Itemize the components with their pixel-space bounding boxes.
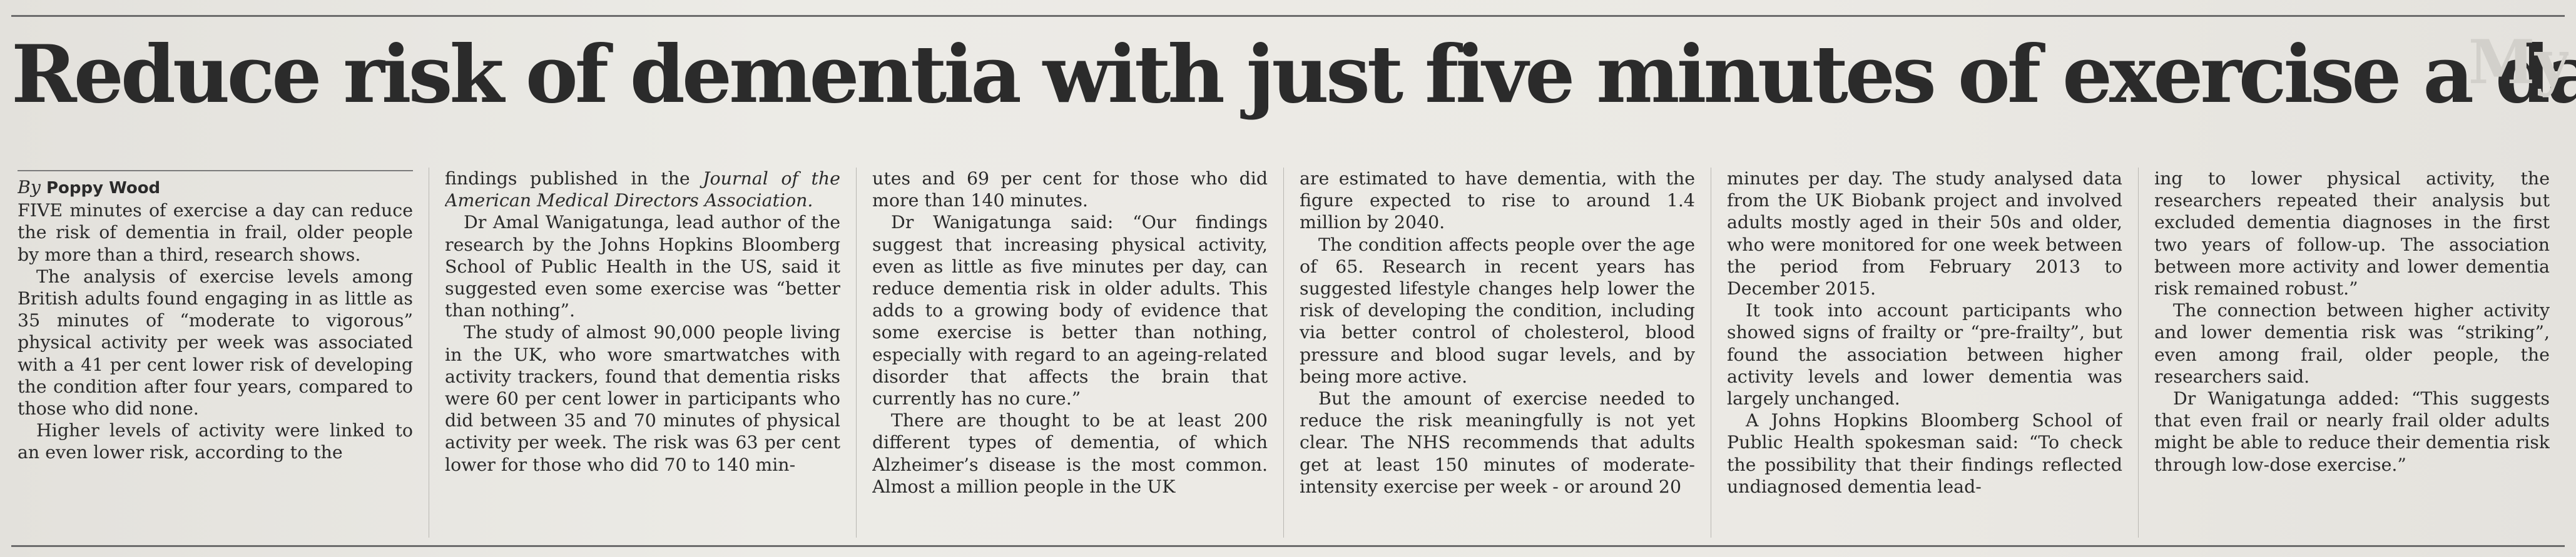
paragraph: findings published in the Journal of the… xyxy=(445,168,840,211)
top-rule xyxy=(11,15,2565,17)
paragraph: minutes per day. The study analysed data… xyxy=(1727,168,2122,299)
article-body: By Poppy Wood FIVE minutes of exercise a… xyxy=(18,168,2567,543)
paragraph: The analysis of exercise levels among Br… xyxy=(18,266,413,419)
byline-rule xyxy=(18,170,413,171)
paragraph: Dr Wanigatunga added: “This suggests tha… xyxy=(2154,388,2550,475)
column-1: By Poppy Wood FIVE minutes of exercise a… xyxy=(18,168,413,543)
paragraph: But the amount of exercise needed to red… xyxy=(1300,388,1695,497)
column-divider xyxy=(856,168,857,538)
article-headline: Reduce risk of dementia with just five m… xyxy=(11,28,2576,121)
paragraph: FIVE minutes of exercise a day can reduc… xyxy=(18,200,413,265)
paragraph: The study of almost 90,000 people living… xyxy=(445,322,840,475)
column-5: minutes per day. The study analysed data… xyxy=(1727,168,2122,543)
column-4: are estimated to have dementia, with the… xyxy=(1300,168,1695,543)
paragraph-text: findings published in the xyxy=(445,168,703,189)
paragraph: There are thought to be at least 200 dif… xyxy=(872,410,1268,497)
byline-author: Poppy Wood xyxy=(46,179,161,198)
paragraph: Higher levels of activity were linked to… xyxy=(18,420,413,463)
paragraph: ing to lower physical activity, the rese… xyxy=(2154,168,2550,299)
column-3: utes and 69 per cent for those who did m… xyxy=(872,168,1268,543)
adjacent-article-fragment: My xyxy=(2468,27,2568,98)
paragraph: The connection between higher activity a… xyxy=(2154,300,2550,387)
column-divider xyxy=(1283,168,1284,538)
paragraph: Dr Amal Wanigatunga, lead author of the … xyxy=(445,212,840,321)
bottom-rule xyxy=(11,545,2565,547)
paragraph: Dr Wanigatunga said: “Our findings sugge… xyxy=(872,212,1268,409)
byline: By Poppy Wood xyxy=(18,168,413,199)
column-6: ing to lower physical activity, the rese… xyxy=(2154,168,2550,543)
paragraph: The condition affects people over the ag… xyxy=(1300,234,1695,387)
column-divider xyxy=(2138,168,2139,538)
journal-name: Journal of the American Medical Director… xyxy=(445,168,840,211)
paragraph: utes and 69 per cent for those who did m… xyxy=(872,168,1268,211)
paragraph: It took into account participants who sh… xyxy=(1727,300,2122,409)
paragraph: A Johns Hopkins Bloomberg School of Publ… xyxy=(1727,410,2122,497)
column-2: findings published in the Journal of the… xyxy=(445,168,840,543)
byline-prefix: By xyxy=(18,177,41,198)
paragraph: are estimated to have dementia, with the… xyxy=(1300,168,1695,233)
